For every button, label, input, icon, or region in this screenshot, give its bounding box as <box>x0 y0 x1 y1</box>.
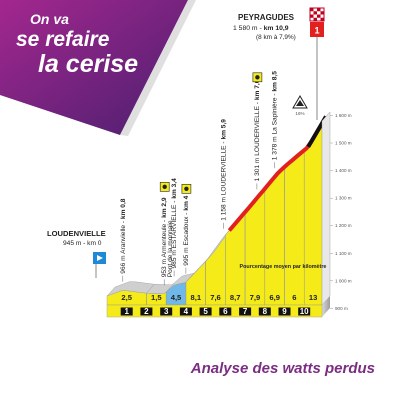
km-marker-label: 8 <box>263 307 268 316</box>
finish-note: (8 km à 7,9%) <box>256 34 296 41</box>
y-tick-label: 1 000 m <box>335 278 352 283</box>
segment-gradient-label: 2,5 <box>121 293 132 302</box>
summit-gradient-icon <box>292 95 308 109</box>
y-tick-label: 1 300 m <box>335 196 352 201</box>
finish-stage-number: 1 <box>314 26 319 36</box>
segment-gradient-label: 6,9 <box>269 293 280 302</box>
waypoint-label: 1 158 m LOUDERVIELLE - km 5,9 <box>220 119 227 221</box>
km-marker-box <box>199 307 212 316</box>
segment-gradient-label: 1,5 <box>151 293 162 302</box>
footer-title: Analyse des watts perdus <box>190 360 375 377</box>
waypoint-label: 995 m Escadoux - km 4 <box>183 195 190 265</box>
km-marker-label: 7 <box>243 307 248 316</box>
profile-segment-9 <box>284 150 305 306</box>
y-tick-label: 1 200 m <box>335 223 352 228</box>
segment-gradient-label: 7,6 <box>210 293 221 302</box>
segment-gradient-label: 6 <box>292 293 296 302</box>
km-marker-box <box>258 307 271 316</box>
brand-line-3: la cerise <box>38 50 138 78</box>
km-marker-box <box>219 307 232 316</box>
km-marker-label: 10 <box>300 307 309 316</box>
waypoint-markers: 966 m Aranvielle - km 0,8 953 m Armenteul… <box>120 71 279 286</box>
segment-gradient-label: 4,5 <box>171 293 182 302</box>
waypoint-sublabel: Pont de la monnaie <box>167 220 174 277</box>
start-name: LOUDENVIELLE <box>47 229 106 238</box>
intermediate-marker-icon <box>159 182 170 192</box>
summit-gradient-label: 16% <box>295 111 304 116</box>
y-tick-label: 900 m <box>335 306 348 311</box>
km-marker-box <box>278 307 291 316</box>
profile-end-face <box>321 111 331 306</box>
waypoint-label: 1 378 m La Sapinière - km 8,5 <box>272 71 279 160</box>
start-flag-icon <box>93 252 106 278</box>
finish-flag-icon <box>309 7 325 120</box>
km-marker-box <box>140 307 153 316</box>
gradient-caption: Pourcentage moyen par kilomètre <box>240 264 327 270</box>
y-tick-label: 1 100 m <box>335 251 352 256</box>
y-tick-label: 1 400 m <box>335 168 352 173</box>
finish-alt-km: 1 580 m - km 10,9 <box>233 25 289 32</box>
km-marker-label: 3 <box>164 307 169 316</box>
waypoint-label: 1 301 m LOUDERVIELLE - km 7,6 <box>254 79 261 181</box>
km-marker-label: 5 <box>203 307 208 316</box>
km-marker-box <box>160 307 173 316</box>
intermediate-marker-icon <box>181 184 192 194</box>
segment-gradient-label: 7,9 <box>250 293 261 302</box>
km-marker-label: 6 <box>223 307 228 316</box>
brand-accent-stripe <box>120 0 196 136</box>
km-marker-label: 9 <box>282 307 287 316</box>
brand-background <box>0 0 188 135</box>
y-tick-label: 1 600 m <box>335 113 352 118</box>
finish-name: PEYRAGUDES <box>238 13 295 22</box>
km-marker-label: 2 <box>144 307 149 316</box>
waypoint-label: 953 m Armenteule - km 2,9 <box>161 197 168 277</box>
km-marker-label: 1 <box>124 307 129 316</box>
elevation-profile: 2,5 1,5 4,5 8,1 7,6 8,7 7,9 6,9 6 13 <box>106 111 331 306</box>
brand-line-1: On va <box>30 11 69 27</box>
segment-gradient-label: 13 <box>309 293 317 302</box>
start-detail: 945 m - km 0 <box>63 240 102 247</box>
km-marker-box <box>120 307 133 316</box>
km-marker-box <box>179 307 192 316</box>
intermediate-marker-icon <box>252 72 263 83</box>
km-marker-box <box>298 307 311 316</box>
profile-segment-8 <box>264 167 285 306</box>
y-tick-label: 1 500 m <box>335 141 352 146</box>
waypoint-label: 985 m ESTARVIELLE - km 3,4 <box>171 178 178 269</box>
km-marker-box <box>239 307 252 316</box>
km-marker-label: 4 <box>184 307 189 316</box>
brand-line-2: se refaire <box>16 28 110 51</box>
altitude-axis: 1 600 m 1 500 m 1 400 m 1 300 m 1 200 m 1 100… <box>330 113 352 311</box>
profile-3d-side <box>322 296 330 317</box>
segment-gradient-label: 8,7 <box>230 293 241 302</box>
waypoint-label: 966 m Aranvielle - km 0,8 <box>120 198 127 273</box>
segment-gradient-label: 8,1 <box>191 293 202 302</box>
km-strip: 1 2 3 4 5 6 7 8 9 10 <box>106 304 323 318</box>
